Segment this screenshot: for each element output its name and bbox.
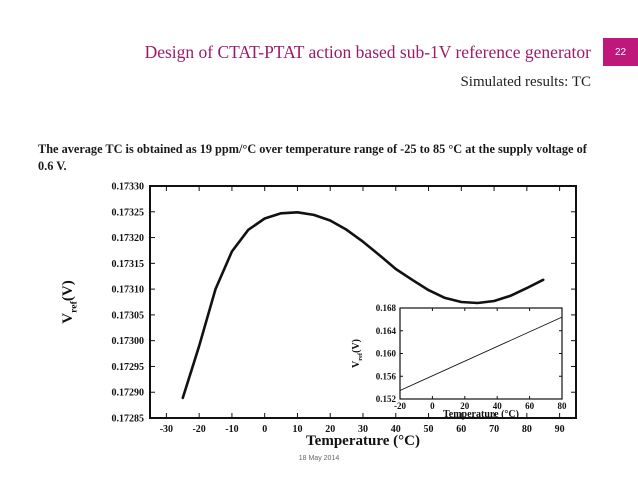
- main-y-tick-label: 0.17325: [112, 207, 145, 218]
- main-x-tick-label: 10: [292, 424, 302, 435]
- main-x-tick-label: 30: [358, 424, 368, 435]
- inset-plot: -20 0 20 40 60 80 0.152 0.156 0.160 0.164 0.168 Tem…: [351, 303, 567, 420]
- main-y-tick-label: 0.17305: [112, 310, 145, 321]
- inset-x-tick-label: 20: [460, 401, 470, 411]
- main-x-tick-label: 40: [391, 424, 401, 435]
- main-y-tick-label: 0.17320: [112, 233, 145, 244]
- main-x-tick-label: -30: [160, 424, 173, 435]
- page-number-badge: 22: [603, 38, 638, 66]
- main-y-tick-label: 0.17300: [112, 336, 145, 347]
- footer-date: 18 May 2014: [298, 455, 340, 462]
- inset-y-tick-label: 0.156: [376, 371, 397, 381]
- main-y-tick-label: 0.17285: [112, 414, 145, 425]
- main-y-tick-label: 0.17310: [112, 285, 145, 296]
- main-y-tick-label: 0.17295: [112, 362, 145, 373]
- inset-x-axis-label: Temperature (°C): [443, 409, 519, 420]
- main-x-tick-label: 60: [456, 424, 466, 435]
- main-x-tick-label: -10: [225, 424, 238, 435]
- main-x-axis-label: Temperature (°C): [306, 433, 420, 449]
- inset-x-tick-label: 0: [430, 401, 435, 411]
- main-y-axis-label: Vref(V): [60, 280, 80, 323]
- results-description: The average TC is obtained as 19 ppm/°C …: [38, 142, 587, 173]
- inset-x-tick-label: 80: [558, 401, 568, 411]
- main-x-tick-label: 50: [424, 424, 434, 435]
- inset-y-tick-label: 0.164: [376, 326, 397, 336]
- main-x-tick-label: 0: [262, 424, 267, 435]
- inset-y-tick-label: 0.152: [376, 394, 397, 404]
- inset-y-axis-label: Vref(V): [351, 339, 364, 368]
- inset-x-tick-label: -20: [394, 401, 406, 411]
- main-x-tick-label: 20: [325, 424, 335, 435]
- main-x-tick-label: -20: [192, 424, 205, 435]
- slide-title: Design of CTAT-PTAT action based sub-1V …: [144, 42, 591, 62]
- inset-y-tick-label: 0.168: [376, 303, 397, 313]
- inset-series-line: [399, 316, 563, 391]
- main-x-tick-label: 80: [522, 424, 532, 435]
- main-y-tick-label: 0.17315: [112, 259, 145, 270]
- slide-subtitle: Simulated results: TC: [460, 74, 591, 90]
- main-y-tick-label: 0.17330: [112, 182, 145, 193]
- inset-x-tick-label: 40: [493, 401, 503, 411]
- inset-y-tick-label: 0.160: [376, 349, 397, 359]
- inset-x-tick-label: 60: [525, 401, 535, 411]
- main-x-tick-label: 70: [489, 424, 499, 435]
- main-series-line: [181, 211, 545, 400]
- main-y-tick-label: 0.17290: [112, 388, 145, 399]
- main-x-tick-label: 90: [555, 424, 565, 435]
